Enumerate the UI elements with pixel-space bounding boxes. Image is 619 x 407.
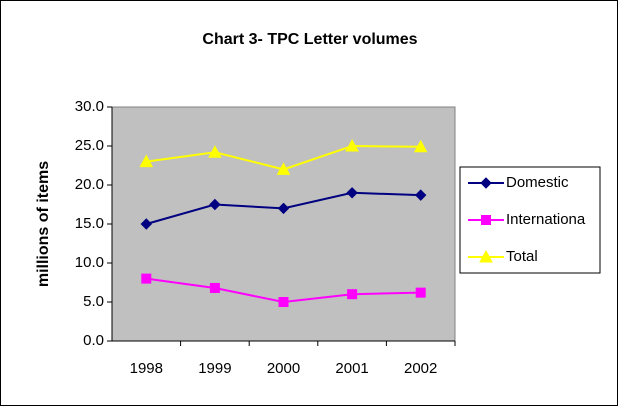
legend-marker <box>480 177 492 189</box>
data-point <box>347 289 358 300</box>
y-tick-label: 10.0 <box>75 254 104 271</box>
data-point <box>139 154 154 168</box>
data-point <box>346 187 358 199</box>
legend-label: Domestic <box>506 174 569 191</box>
data-point <box>414 189 427 201</box>
legend-marker <box>481 215 491 225</box>
data-point <box>415 287 426 298</box>
y-tick-label: 20.0 <box>75 176 104 193</box>
data-point <box>141 273 152 284</box>
chart-title: Chart 3- TPC Letter volumes <box>202 31 417 48</box>
y-tick-label: 15.0 <box>75 215 104 232</box>
x-tick-label: 2000 <box>267 360 300 377</box>
data-point <box>276 162 291 175</box>
y-axis-label: millions of items <box>35 161 52 287</box>
x-tick-label: 1998 <box>130 360 163 377</box>
data-point <box>209 198 221 211</box>
legend-marker <box>479 249 493 263</box>
y-tick-label: 30.0 <box>75 98 104 115</box>
data-point <box>209 282 220 293</box>
legend-label: Total <box>506 248 538 265</box>
data-point <box>277 202 290 215</box>
data-point <box>140 218 153 230</box>
y-tick-label: 5.0 <box>83 293 104 310</box>
x-tick-label: 2002 <box>404 360 437 377</box>
data-point <box>278 297 289 307</box>
y-tick-label: 0.0 <box>83 332 104 349</box>
y-tick-label: 25.0 <box>75 137 104 154</box>
x-tick-label: 2001 <box>335 360 368 377</box>
data-point <box>345 138 359 152</box>
data-point <box>208 145 222 158</box>
legend-label: Internationa <box>506 211 586 228</box>
x-tick-label: 1999 <box>198 360 231 377</box>
data-point <box>413 139 428 153</box>
